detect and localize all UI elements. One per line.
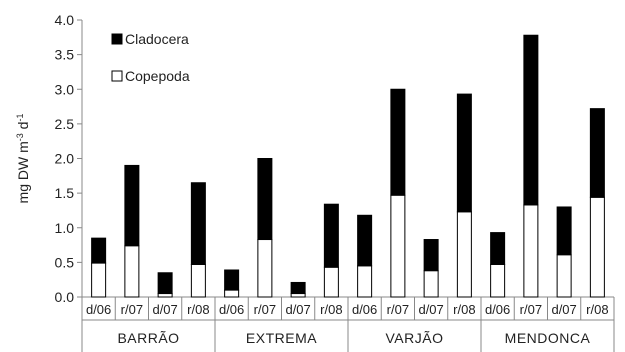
bar-cladocera (290, 281, 306, 295)
bar-cladocera (490, 232, 506, 265)
bar-copepoda (357, 265, 373, 298)
bar-copepoda (124, 245, 140, 298)
bar-copepoda (523, 204, 539, 298)
bar-cladocera (257, 158, 273, 241)
bar-cladocera (124, 164, 140, 247)
x-category-label: r/08 (586, 302, 608, 317)
y-tick-label: 4.0 (55, 12, 75, 28)
x-category-label: d/06 (352, 302, 377, 317)
bar-copepoda (290, 293, 306, 298)
x-category-label: r/08 (187, 302, 209, 317)
x-category-label: d/06 (485, 302, 510, 317)
bar-copepoda (490, 263, 506, 298)
bar-copepoda (157, 293, 173, 298)
x-category-label: d/07 (285, 302, 310, 317)
bar-cladocera (157, 272, 173, 295)
bar-cladocera (456, 93, 472, 213)
bar-cladocera (423, 239, 439, 272)
y-tick-label: 1.5 (55, 185, 75, 201)
bar-cladocera (589, 108, 605, 198)
x-category-label: d/07 (152, 302, 177, 317)
y-axis-label: mg DW m-3 d-1 (15, 114, 31, 204)
bar-copepoda (257, 239, 273, 298)
bar-copepoda (224, 289, 240, 298)
bar-copepoda (456, 211, 472, 298)
x-group-label: BARRÃO (117, 330, 179, 346)
x-category-label: d/06 (219, 302, 244, 317)
bar-cladocera (357, 214, 373, 267)
legend-swatch-copepoda (111, 70, 123, 82)
x-group-label: MENDONCA (505, 330, 591, 346)
x-category-label: r/07 (387, 302, 409, 317)
x-category-label: d/07 (418, 302, 443, 317)
bar-cladocera (91, 237, 107, 264)
legend-label-copepoda: Copepoda (125, 68, 190, 84)
bar-copepoda (91, 262, 107, 298)
y-tick-label: 1.0 (55, 220, 75, 236)
x-category-label: d/07 (551, 302, 576, 317)
bar-copepoda (423, 270, 439, 298)
x-group-label: EXTREMA (246, 330, 317, 346)
x-category-label: r/07 (520, 302, 542, 317)
legend-swatch-cladocera (111, 33, 123, 45)
x-group-label: VARJÃO (386, 330, 444, 346)
x-category-label: r/07 (121, 302, 143, 317)
x-category-label: r/08 (320, 302, 342, 317)
y-tick-label: 3.5 (55, 47, 75, 63)
x-category-label: r/08 (453, 302, 475, 317)
bar-cladocera (390, 88, 406, 196)
y-tick-label: 0.5 (55, 254, 75, 270)
bar-cladocera (224, 269, 240, 291)
bar-copepoda (390, 194, 406, 298)
bar-cladocera (523, 34, 539, 206)
bar-copepoda (190, 263, 206, 298)
bar-copepoda (556, 254, 572, 298)
y-tick-label: 2.5 (55, 116, 75, 132)
bar-cladocera (190, 182, 206, 265)
y-tick-label: 2.0 (55, 151, 75, 167)
y-tick-label: 0.0 (55, 289, 75, 305)
x-category-label: d/06 (86, 302, 111, 317)
bar-copepoda (323, 266, 339, 298)
x-category-label: r/07 (254, 302, 276, 317)
y-tick-label: 3.0 (55, 81, 75, 97)
legend-label-cladocera: Cladocera (125, 31, 189, 47)
bar-copepoda (589, 196, 605, 298)
bar-cladocera (323, 203, 339, 268)
bar-cladocera (556, 206, 572, 256)
